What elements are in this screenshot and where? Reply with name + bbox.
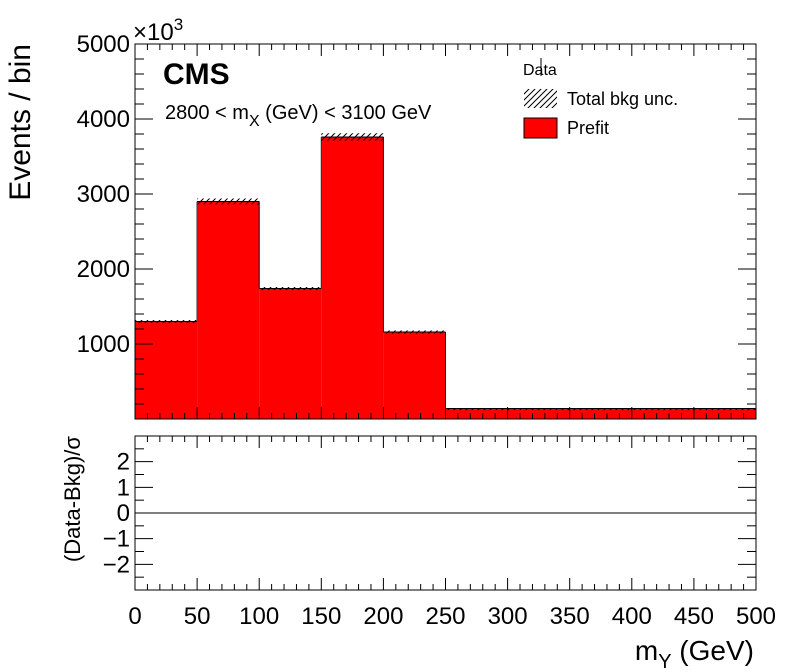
x-tick-label: 300	[488, 603, 528, 630]
uncertainty-band	[445, 408, 756, 411]
histogram-bar	[321, 137, 384, 419]
uncertainty-band	[321, 133, 384, 141]
x-tick-label: 200	[363, 603, 403, 630]
histogram-bar	[445, 408, 756, 419]
ratio-y-tick-label: 2	[117, 449, 130, 476]
x-tick-label: 250	[425, 603, 465, 630]
uncertainty-band	[135, 320, 198, 323]
x-tick-label: 450	[674, 603, 714, 630]
ratio-y-tick-label: −1	[103, 526, 130, 553]
uncertainty-band	[383, 330, 446, 334]
uncertainty-band	[259, 287, 322, 290]
histogram-bar	[135, 321, 198, 419]
x-tick-label: 500	[736, 603, 776, 630]
main-y-axis-title: Events / bin	[4, 44, 37, 201]
y-tick-label: 3000	[77, 181, 130, 208]
x-tick-label: 350	[550, 603, 590, 630]
x-tick-label: 400	[612, 603, 652, 630]
x-tick-label: 150	[301, 603, 341, 630]
x-tick-label: 100	[239, 603, 279, 630]
histogram-bar	[383, 332, 446, 419]
legend: Data Total bkg unc. Prefit	[523, 58, 678, 139]
experiment-label: CMS	[163, 58, 230, 91]
y-tick-label: 1000	[77, 331, 130, 358]
histogram-bar	[259, 288, 322, 419]
y-tick-label: 4000	[77, 106, 130, 133]
x-tick-label: 0	[128, 603, 141, 630]
uncertainty-band	[197, 198, 260, 205]
legend-label-data: Data	[523, 62, 557, 79]
legend-label-prefit: Prefit	[567, 118, 609, 138]
legend-entry-unc: Total bkg unc.	[524, 89, 678, 109]
x-axis-title: mY (GeV)	[635, 635, 754, 672]
hatch-swatch-icon	[524, 89, 557, 108]
scale-label: ×103	[133, 15, 183, 46]
ratio-y-axis-title: (Data-Bkg)/σ	[60, 436, 85, 562]
ratio-y-tick-label: −2	[103, 551, 130, 578]
histogram-bar	[197, 201, 260, 419]
ratio-y-tick-label: 0	[117, 500, 130, 527]
ratio-y-tick-label: 1	[117, 474, 130, 501]
main-panel: 1000 2000 3000 4000 5000	[77, 31, 757, 420]
legend-entry-data: Data	[523, 58, 557, 79]
y-tick-label: 2000	[77, 256, 130, 283]
x-tick-label: 50	[184, 603, 211, 630]
prefit-swatch-icon	[523, 117, 558, 139]
legend-entry-prefit: Prefit	[523, 117, 609, 139]
legend-label-unc: Total bkg unc.	[567, 89, 678, 109]
selection-label: 2800 < mX (GeV) < 3100 GeV	[165, 102, 432, 130]
y-tick-label: 5000	[77, 31, 130, 58]
